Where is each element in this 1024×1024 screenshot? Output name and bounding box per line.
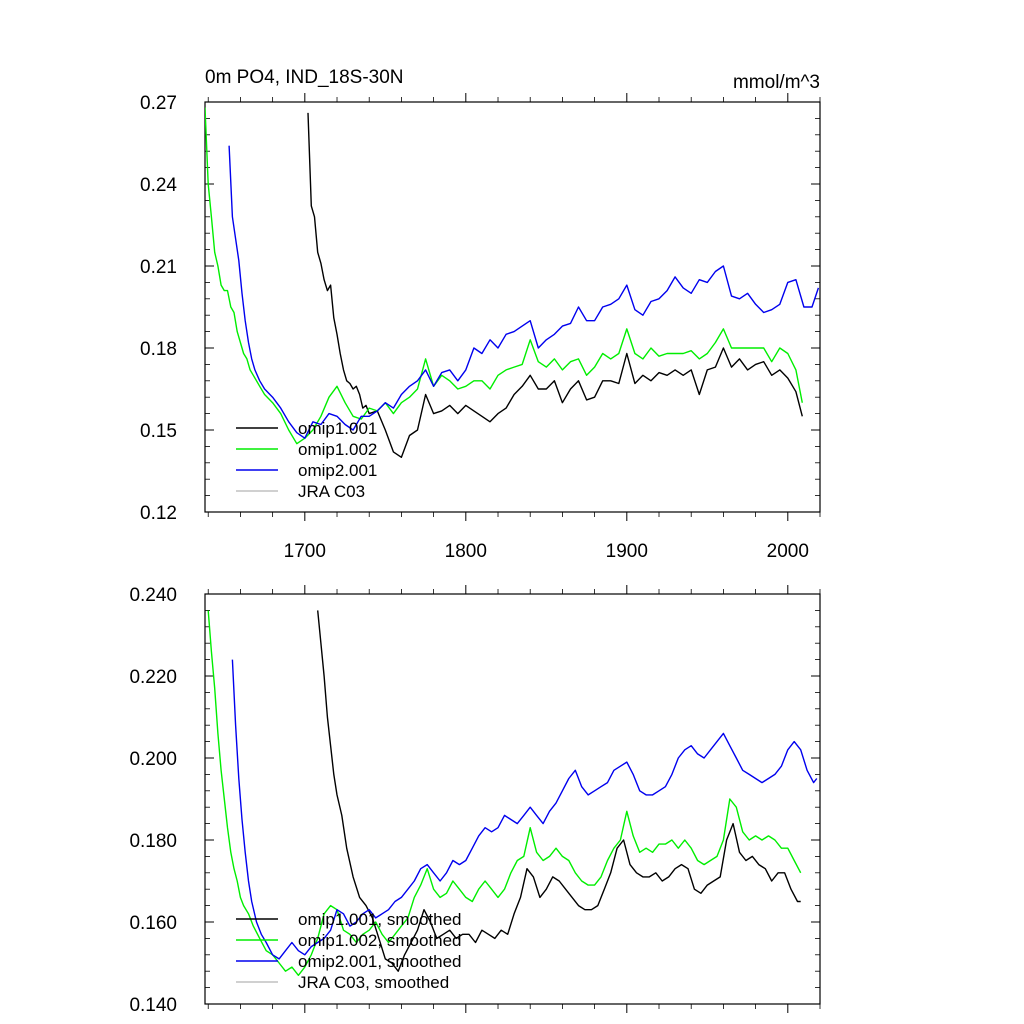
series-group (207, 610, 818, 976)
legend-label: omip1.002 (298, 440, 377, 459)
units-label: mmol/m^3 (733, 72, 820, 93)
series-line-omip1-001 (307, 112, 803, 458)
legend-label: omip1.001, smoothed (298, 910, 462, 929)
legend-label: JRA C03 (298, 482, 365, 501)
legend-label: omip1.002, smoothed (298, 931, 462, 950)
series-line-omip1-002-smoothed (207, 610, 802, 976)
x-tick-label: 1800 (445, 541, 487, 562)
y-tick-label: 0.180 (129, 831, 177, 852)
y-tick-label: 0.200 (129, 749, 177, 770)
y-tick-label: 0.21 (140, 257, 177, 278)
x-tick-label: 2000 (767, 541, 809, 562)
series-line-omip1-001-smoothed (317, 610, 801, 972)
y-tick-label: 0.160 (129, 913, 177, 934)
bottom-panel: 0.140 0.160 0.180 0.200 0.220 0.240 omip1.001,… (129, 585, 821, 1016)
plot-frame (204, 593, 821, 1005)
legend-label: omip1.001 (298, 419, 377, 438)
plot-frame (204, 101, 821, 513)
y-tick-label: 0.18 (140, 339, 177, 360)
series-line-omip2-001 (228, 145, 820, 439)
y-tick-label: 0.240 (129, 585, 177, 606)
chart-title: 0m PO4, IND_18S-30N (205, 67, 404, 88)
series-line-omip1-002 (205, 107, 803, 445)
top-panel: 0.12 0.15 0.18 0.21 0.24 0.27 1700 1800 1900 2000… (140, 67, 821, 562)
y-tick-label: 0.15 (140, 421, 177, 442)
y-tick-label: 0.220 (129, 667, 177, 688)
y-tick-label: 0.140 (129, 995, 177, 1016)
y-tick-label: 0.24 (140, 175, 177, 196)
legend-label: omip2.001, smoothed (298, 952, 462, 971)
legend-label: omip2.001 (298, 461, 377, 480)
series-group (205, 107, 820, 458)
y-tick-label: 0.27 (140, 93, 177, 114)
legend-label: JRA C03, smoothed (298, 973, 449, 992)
x-tick-label: 1700 (284, 541, 326, 562)
y-tick-label: 0.12 (140, 503, 177, 524)
series-line-omip2-001-smoothed (231, 659, 818, 960)
x-tick-label: 1900 (606, 541, 648, 562)
